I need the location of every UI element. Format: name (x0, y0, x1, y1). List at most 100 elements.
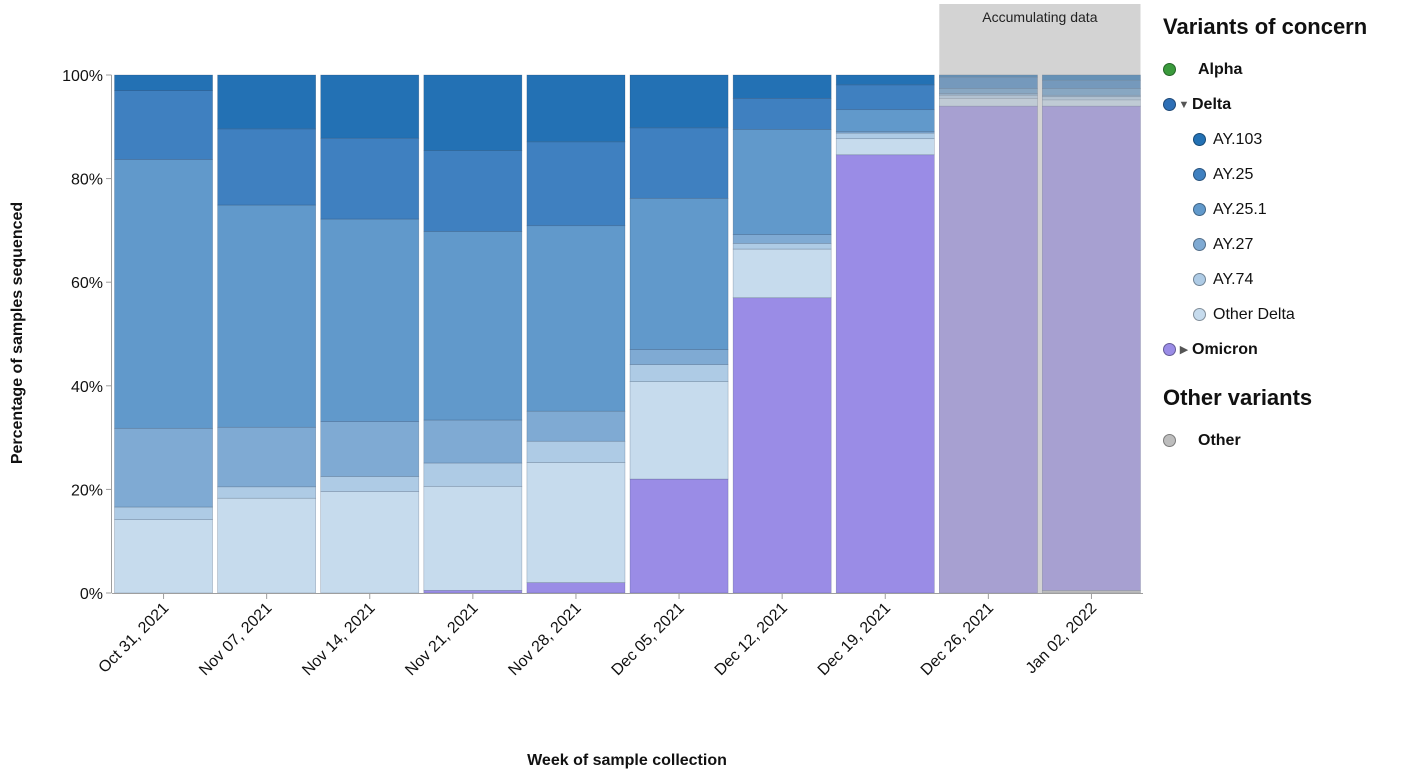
bar-segment-ay-74[interactable] (526, 440, 626, 463)
x-tick-label: Dec 05, 2021 (609, 600, 688, 679)
bar-segment-ay-27[interactable] (629, 349, 729, 365)
legend-item-other-delta[interactable]: Other Delta (1163, 297, 1413, 332)
legend-dot (1193, 308, 1206, 321)
bar-segment-ay-25-1[interactable] (423, 231, 523, 421)
y-tick-label: 20% (71, 482, 103, 499)
bar-segment-ay-25[interactable] (526, 141, 626, 227)
bar-segment-ay-74[interactable] (732, 243, 832, 250)
bar-segment-other-delta[interactable] (320, 491, 420, 594)
legend-label: AY.103 (1213, 130, 1263, 148)
bar-segment-other-delta[interactable] (114, 519, 213, 594)
bar-segment-omicron[interactable] (938, 105, 1038, 594)
bar-segment-ay-25-1[interactable] (526, 225, 626, 412)
legend-label: Other Delta (1213, 305, 1295, 323)
bar-segment-other-delta[interactable] (732, 248, 832, 299)
bar-segment-ay-74[interactable] (423, 462, 523, 487)
legend-item-alpha[interactable]: Alpha (1163, 52, 1413, 87)
bar-segment-ay-103[interactable] (423, 74, 523, 151)
bar-segment-omicron[interactable] (835, 154, 935, 594)
bar-segment-ay-103[interactable] (526, 74, 626, 143)
bar-segment-ay-25-1[interactable] (217, 204, 317, 428)
bar-segment-other-delta[interactable] (423, 485, 523, 591)
bar-segment-ay-25[interactable] (320, 137, 420, 220)
accumulating-bar-overlay (939, 75, 1038, 593)
bar-segment-ay-103[interactable] (217, 74, 317, 130)
bar-segment-other-delta[interactable] (217, 497, 317, 594)
legend-label-other: Other (1198, 431, 1241, 449)
bar-segment-ay-25[interactable] (217, 128, 317, 206)
y-tick-label: 60% (71, 275, 103, 292)
legend-item-ay-27[interactable]: AY.27 (1163, 227, 1413, 262)
bar-segment-ay-25[interactable] (114, 90, 213, 160)
legend-dot (1193, 203, 1206, 216)
x-axis-title: Week of sample collection (527, 752, 727, 769)
x-tick-label: Dec 12, 2021 (712, 600, 791, 679)
accumulating-data-label: Accumulating data (982, 9, 1097, 25)
bar-segment-ay-27[interactable] (732, 234, 832, 244)
bar-segment-other-delta[interactable] (835, 138, 935, 156)
x-tick-label: Oct 31, 2021 (96, 600, 173, 677)
legend-item-ay-74[interactable]: AY.74 (1163, 262, 1413, 297)
legend-item-other[interactable]: Other (1163, 423, 1413, 458)
bar-segment-ay-27[interactable] (423, 419, 523, 464)
bar-segment-other-delta[interactable] (629, 381, 729, 480)
x-tick-label: Nov 28, 2021 (505, 600, 584, 679)
legend-dot-omicron (1163, 343, 1176, 356)
bar-segment-ay-103[interactable] (629, 74, 729, 129)
bar-segment-ay-74[interactable] (114, 506, 213, 520)
legend-dot (1193, 168, 1206, 181)
x-tick-label: Dec 26, 2021 (918, 600, 997, 679)
bar-segment-ay-103[interactable] (732, 74, 832, 99)
bar-segment-ay-25-1[interactable] (114, 159, 213, 429)
legend-item-ay-25[interactable]: AY.25 (1163, 157, 1413, 192)
legend-dot (1193, 273, 1206, 286)
bar-segment-ay-74[interactable] (835, 132, 935, 140)
bar-segment-omicron[interactable] (526, 582, 626, 594)
stacked-bar-chart: Accumulating data 0% 20% 40% 60% 80% 100% Oct … (9, 4, 1143, 769)
bar-segment-ay-74[interactable] (629, 364, 729, 382)
accumulating-bar-overlay (1042, 75, 1141, 593)
expand-triangle-icon[interactable]: ▶ (1179, 344, 1189, 356)
bar-segment-ay-103[interactable] (835, 74, 935, 86)
bar-segment-ay-27[interactable] (114, 427, 213, 508)
bar-segment-omicron[interactable] (423, 590, 523, 594)
x-tick-label: Jan 02, 2022 (1023, 600, 1101, 678)
y-tick-label: 100% (62, 68, 103, 85)
bar-segment-omicron[interactable] (732, 297, 832, 594)
bar-segment-ay-25[interactable] (629, 127, 729, 199)
bar-segment-omicron[interactable] (1042, 105, 1141, 591)
bar-segment-ay-74[interactable] (320, 476, 420, 492)
legend-item-ay-103[interactable]: AY.103 (1163, 122, 1413, 157)
legend: Variants of concern Alpha ▼ Delta AY.103… (1163, 14, 1413, 458)
legend-dot-other (1163, 434, 1176, 447)
bars-layer (114, 74, 1141, 594)
legend-delta-children: AY.103 AY.25 AY.25.1 AY.27 AY.74 Other Delta (1163, 122, 1413, 332)
bar-segment-ay-103[interactable] (938, 74, 1038, 78)
bar-segment-ay-25-1[interactable] (629, 197, 729, 350)
bar-segment-ay-103[interactable] (1042, 74, 1141, 81)
bar-segment-other-delta[interactable] (526, 462, 626, 583)
legend-label: AY.25.1 (1213, 200, 1267, 218)
legend-item-delta[interactable]: ▼ Delta (1163, 87, 1413, 122)
bar-segment-ay-25[interactable] (732, 98, 832, 130)
legend-item-omicron[interactable]: ▶ Omicron (1163, 332, 1413, 367)
legend-item-ay-25-1[interactable]: AY.25.1 (1163, 192, 1413, 227)
bar-segment-ay-103[interactable] (320, 74, 420, 139)
bar-segment-ay-25[interactable] (423, 150, 523, 232)
bar-segment-ay-27[interactable] (217, 426, 317, 488)
collapse-triangle-icon[interactable]: ▼ (1178, 98, 1190, 111)
bar-segment-omicron[interactable] (629, 478, 729, 594)
bar-segment-ay-25[interactable] (835, 84, 935, 111)
bar-segment-ay-27[interactable] (320, 421, 420, 477)
legend-label: AY.27 (1213, 235, 1254, 253)
legend-label-delta: Delta (1192, 95, 1232, 113)
legend-dot (1193, 238, 1206, 251)
legend-label: AY.25 (1213, 165, 1254, 183)
bar-segment-ay-103[interactable] (114, 74, 213, 91)
accumulating-overlay (939, 75, 1141, 593)
bar-segment-ay-25-1[interactable] (320, 218, 420, 422)
bar-segment-ay-27[interactable] (526, 410, 626, 442)
bar-segment-ay-25-1[interactable] (835, 109, 935, 132)
bar-segment-ay-74[interactable] (217, 486, 317, 499)
bar-segment-ay-25-1[interactable] (732, 129, 832, 235)
